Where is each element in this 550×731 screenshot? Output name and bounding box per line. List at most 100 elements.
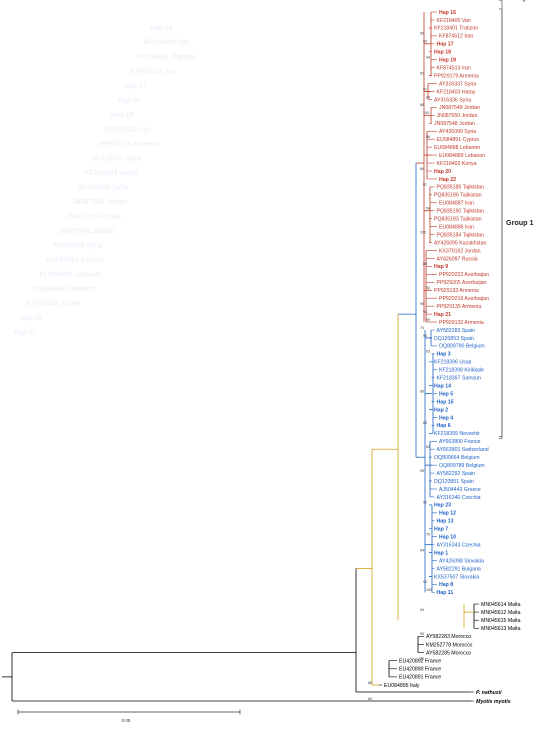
faded-label: EU084889 Lebanon bbox=[33, 286, 95, 293]
leaf-label: PQ835185 Tajikistan bbox=[437, 185, 485, 191]
leaf-label: Hap 19 bbox=[439, 58, 456, 64]
leaf-label: KX537507 Slovakia bbox=[434, 574, 479, 580]
leaf-label: Hap 21 bbox=[434, 312, 451, 318]
faded-label: EU084891 Cyprus bbox=[46, 257, 104, 264]
leaf-label: JN087550 Jordan bbox=[437, 113, 478, 119]
leaf-label: KF218400 Van bbox=[437, 18, 471, 24]
leaf-label: Hap 9 bbox=[434, 264, 448, 270]
leaf-label: EU084895 Italy bbox=[384, 683, 420, 689]
leaf-label: OQ809789 Belgium bbox=[439, 463, 485, 469]
leaf-label: AY663801 Switzerland bbox=[437, 447, 489, 453]
leaf-label: Hap 15 bbox=[437, 399, 454, 405]
faded-label: AY426090 Syria bbox=[53, 243, 103, 250]
leaf-label: Hap 5 bbox=[439, 391, 453, 397]
faded-label: Hap 17 bbox=[124, 83, 147, 90]
leaf-label: AY426098 Slovakia bbox=[439, 558, 484, 564]
leaf-label: Myotis myotis bbox=[476, 699, 511, 705]
leaf-label: OQ809664 Belgium bbox=[434, 455, 480, 461]
bootstrap-label: 56 bbox=[426, 135, 430, 139]
leaf-label: PQ835190 Tajikistan bbox=[437, 209, 485, 215]
leaf-label: AJ504443 Greece bbox=[439, 487, 481, 493]
leaf-label: Hap 18 bbox=[434, 50, 451, 56]
bootstrap-label: 74 bbox=[420, 326, 424, 330]
leaf-label: EU420890 France bbox=[399, 667, 441, 673]
bootstrap-label: 62 bbox=[426, 445, 430, 449]
faded-label: KF218403 Hatay bbox=[85, 170, 138, 177]
leaf-label: KF874513 Iran bbox=[437, 65, 471, 71]
leaf-label: AY426097 Russia bbox=[437, 256, 478, 262]
leaf-label: Hap 6 bbox=[437, 423, 451, 429]
leaf-label: Hap 20 bbox=[434, 169, 451, 175]
leaf-label: P. nathusii bbox=[476, 690, 502, 696]
leaf-label: JN087548 Jordan bbox=[434, 121, 475, 127]
faded-label: KF874513 Iran bbox=[105, 127, 151, 134]
faded-label: KF218401 Trabzon bbox=[137, 54, 197, 61]
faded-label: Hap 18 bbox=[118, 98, 141, 105]
bootstrap-label: 92 bbox=[423, 501, 427, 505]
leaf-label: PQ835183 Tajikistan bbox=[434, 217, 482, 223]
leaf-label: JN087549 Jordan bbox=[439, 105, 480, 111]
leaf-label: PQ835184 Tajikistan bbox=[437, 232, 485, 238]
leaf-label: MN045612 Malta bbox=[481, 610, 521, 616]
faded-background-labels: Hap 16 KF218400 Van KF218401 Trabzon KF8745… bbox=[14, 25, 197, 337]
bootstrap-label: 99 bbox=[420, 302, 424, 306]
leaf-label: EU084889 Lebanon bbox=[439, 153, 485, 159]
leaf-label: MN045615 Malta bbox=[481, 618, 521, 624]
bootstrap-label: 69 bbox=[420, 167, 424, 171]
faded-label: KF218400 Van bbox=[144, 40, 190, 47]
leaf-label: AY582292 Spain bbox=[437, 471, 476, 477]
leaf-label: KF218396 Usak bbox=[434, 360, 472, 366]
leaf-label: KF218401 Trabzon bbox=[434, 26, 478, 32]
leaf-label: PP929222 Azerbaijan bbox=[439, 272, 489, 278]
leaf-label: AY426090 Syria bbox=[439, 129, 476, 135]
leaf-label: KF218403 Hatay bbox=[437, 89, 476, 95]
bootstrap-label: 91 bbox=[423, 87, 427, 91]
leaf-label: AY316343 Czechia bbox=[437, 542, 481, 548]
group-brackets: Group 1 Group 2Mediterrenean bbox=[499, 0, 550, 439]
leaf-label: EU084886 Iran bbox=[439, 224, 474, 230]
bootstrap-label: 99 bbox=[420, 632, 424, 636]
leaf-label: EU084891 Cyprus bbox=[437, 137, 480, 143]
leaf-label: EU420891 France bbox=[399, 675, 441, 681]
leaf-label: Hap 17 bbox=[437, 42, 454, 48]
bootstrap-label: 59 bbox=[420, 32, 424, 36]
leaf-label: Hap 22 bbox=[439, 177, 456, 183]
leaf-label: KF874512 Iran bbox=[439, 34, 473, 40]
bootstrap-label: 83 bbox=[423, 421, 427, 425]
leaf-label: KF218402 Konya bbox=[437, 161, 477, 167]
faded-label: KF874512 Iran bbox=[131, 69, 177, 76]
bootstrap-label: 61 bbox=[423, 183, 427, 187]
group-label-g1: Group 1 bbox=[506, 218, 534, 227]
leaf-label: EU084887 Iran bbox=[439, 201, 474, 207]
leaf-label: KF218399 Nevsehir bbox=[434, 431, 480, 437]
leaf-label: Hap 4 bbox=[439, 415, 453, 421]
group-label-g2: Group 2 bbox=[506, 0, 534, 2]
bootstrap-label: 84 bbox=[368, 697, 372, 701]
bootstrap-label: 51 bbox=[420, 71, 424, 75]
leaf-label: AY316337 Syria bbox=[439, 81, 476, 87]
bootstrap-label: 99 bbox=[426, 318, 430, 322]
leaf-label: EU420892 France bbox=[399, 659, 441, 665]
leaf-label: Hap 7 bbox=[434, 527, 448, 533]
leaf-label: Hap 11 bbox=[437, 590, 454, 596]
leaf-label: OQ809790 Belgium bbox=[439, 344, 485, 350]
leaf-label: AY582283 Spain bbox=[437, 328, 476, 334]
leaf-label: KX370162 Jordan bbox=[439, 248, 481, 254]
leaf-label: Hap 16 bbox=[439, 10, 456, 16]
leaf-label: PP929179 Armenia bbox=[434, 73, 479, 79]
leaf-label: KF218397 Samsun bbox=[437, 376, 482, 382]
leaf-label: PP929216 Azerbaijan bbox=[439, 296, 489, 302]
leaf-label: DQ120851 Spain bbox=[434, 479, 474, 485]
leaf-label: Hap 10 bbox=[439, 535, 456, 541]
leaf-label: Hap 12 bbox=[439, 511, 456, 517]
bootstrap-label: 100 bbox=[426, 588, 432, 592]
faded-label: PP929179 Armenia bbox=[98, 141, 158, 148]
leaf-label: KM252778 Morocco bbox=[426, 642, 473, 648]
bootstrap-label: 95 bbox=[420, 469, 424, 473]
leaf-label: PP929132 Armenia bbox=[439, 320, 484, 326]
bootstrap-label: 90 bbox=[423, 580, 427, 584]
bootstrap-label: 96 bbox=[423, 334, 427, 338]
faded-label: AY316336 Syria bbox=[79, 185, 129, 192]
bootstrap-label: 93 bbox=[426, 350, 430, 354]
